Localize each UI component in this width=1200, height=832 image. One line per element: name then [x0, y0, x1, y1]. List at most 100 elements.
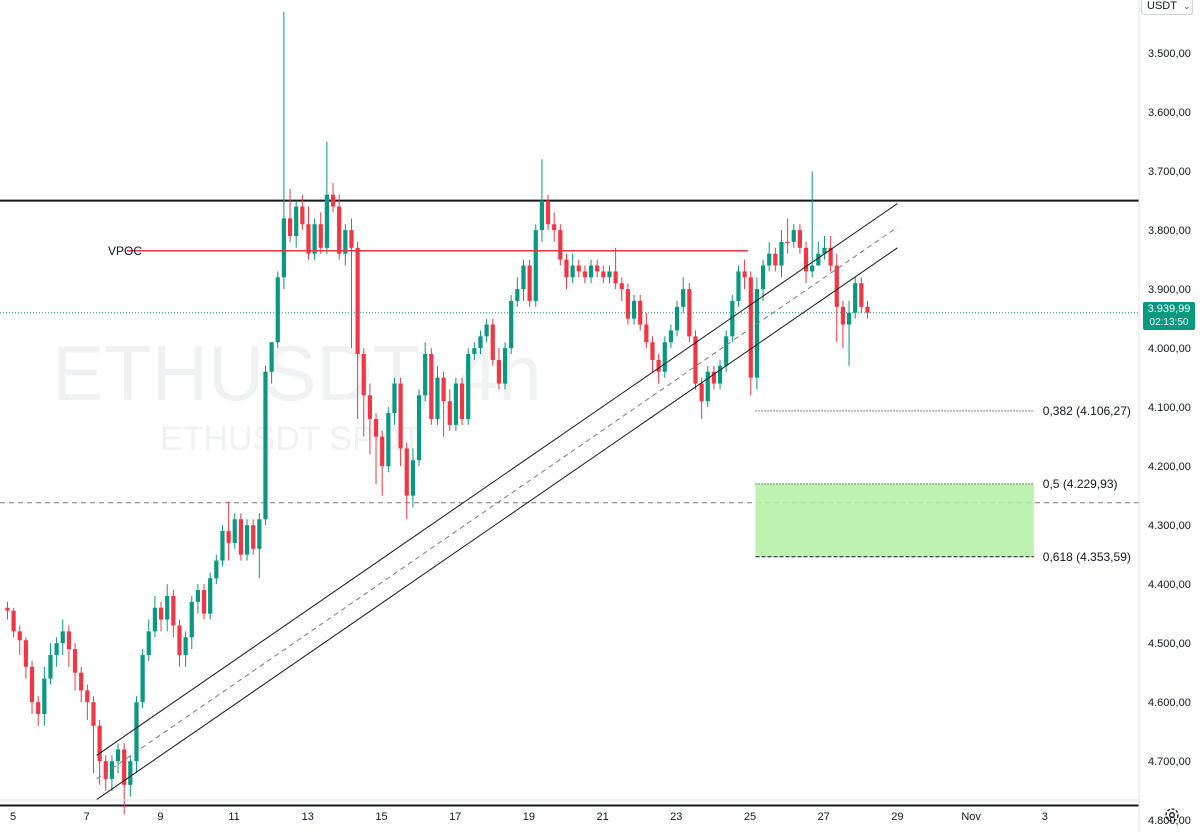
candle: [404, 442, 409, 520]
candle-body: [859, 283, 864, 307]
candle: [312, 218, 317, 260]
candle: [251, 519, 256, 555]
candle-body: [496, 359, 502, 384]
candle: [545, 194, 551, 231]
price-axis-label: 3.500,00: [1148, 48, 1191, 60]
candle: [754, 277, 760, 390]
candle-body: [435, 377, 440, 419]
candle: [613, 247, 618, 290]
candle: [17, 625, 22, 655]
price-axis-label: 4.500,00: [1148, 638, 1191, 650]
candle: [66, 625, 72, 667]
candle: [373, 413, 379, 484]
time-axis-label: 3: [1042, 811, 1048, 823]
candle-body: [165, 595, 170, 620]
candle: [558, 224, 563, 266]
candle: [380, 430, 385, 496]
candle-body: [109, 761, 115, 779]
candle: [527, 259, 532, 307]
candle: [779, 230, 784, 278]
candle-body: [91, 702, 96, 726]
candle: [853, 277, 858, 319]
time-axis-label: 25: [744, 811, 756, 823]
candle-body: [152, 607, 158, 632]
candle: [263, 365, 268, 526]
candle-body: [214, 560, 219, 579]
price-axis[interactable]: 3.500,00 3.600,00 3.700,00 3.800,00 3.900,00…: [1148, 48, 1191, 827]
candle: [748, 271, 753, 396]
candle-body: [177, 625, 182, 655]
candle-body: [840, 306, 846, 325]
price-axis-label: 3.600,00: [1148, 107, 1191, 119]
channel-line[interactable]: [96, 247, 898, 800]
watermark-market: ETHUSDT SPOT: [160, 420, 422, 458]
candle: [183, 631, 188, 667]
candle-body: [681, 289, 686, 307]
candle: [760, 259, 766, 301]
candle: [453, 377, 459, 431]
candle: [361, 348, 366, 437]
price-axis-label: 4.000,00: [1148, 343, 1191, 355]
candle: [638, 295, 643, 331]
candle: [244, 519, 250, 561]
candle-body: [466, 354, 471, 419]
candle: [767, 241, 772, 272]
candle: [5, 601, 10, 620]
candle: [343, 224, 348, 266]
candle-body: [539, 200, 545, 231]
candle-body: [748, 277, 753, 378]
candle: [398, 377, 403, 467]
candle-body: [79, 672, 84, 691]
candle-body: [607, 271, 612, 278]
candle-body: [373, 418, 379, 437]
candle: [631, 295, 637, 325]
price-axis-label: 4.800,00: [1148, 815, 1191, 827]
candle: [367, 383, 373, 455]
candle-body: [324, 194, 330, 248]
candle: [484, 318, 489, 343]
candle: [177, 619, 182, 667]
fib-zone[interactable]: [755, 483, 1034, 557]
currency-dropdown[interactable]: USDT ⌄: [1141, 0, 1193, 15]
candle: [742, 259, 747, 290]
fib-level-label: 0,618 (4.353,59): [1043, 550, 1131, 564]
candle-body: [631, 300, 637, 319]
candle-body: [803, 247, 809, 272]
candle: [11, 607, 16, 638]
candle-body: [410, 460, 416, 496]
candle-body: [349, 230, 354, 248]
candle-body: [11, 610, 16, 632]
time-axis-label: 5: [10, 811, 16, 823]
candle-body: [582, 271, 588, 278]
candle-body: [238, 519, 244, 555]
candle: [349, 218, 354, 349]
candle-body: [355, 247, 360, 355]
candle: [785, 218, 790, 254]
candle: [275, 271, 280, 349]
candle: [29, 660, 35, 714]
candle-body: [791, 230, 796, 242]
candle-body: [208, 578, 213, 614]
candle-body: [97, 725, 102, 762]
candle-body: [416, 395, 422, 461]
gear-icon[interactable]: [1163, 806, 1181, 824]
candle: [60, 619, 65, 655]
candle-body: [472, 348, 477, 355]
channel-line[interactable]: [96, 226, 898, 780]
candle-body: [122, 749, 127, 785]
price-axis-label: 4.700,00: [1148, 756, 1191, 768]
candle-body: [441, 377, 446, 402]
candle-body: [263, 371, 268, 520]
candle: [656, 354, 661, 384]
candle-body: [48, 654, 53, 679]
candle: [220, 525, 225, 567]
candle-body: [300, 206, 305, 225]
fib-level-label: 0,382 (4.106,27): [1043, 404, 1131, 418]
time-axis[interactable]: 5 7 9 11 13 15 17 19 21 23 25 27 29 Nov 3: [10, 811, 1048, 823]
candle: [416, 389, 422, 467]
channel-line[interactable]: [96, 203, 898, 756]
candle: [165, 584, 170, 632]
candle-body: [730, 300, 735, 337]
candle: [158, 601, 164, 632]
